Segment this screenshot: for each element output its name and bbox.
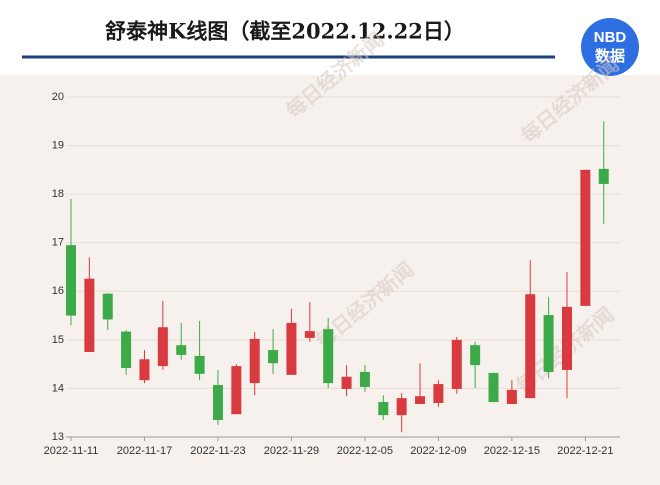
candle-body <box>506 389 517 404</box>
candle-body <box>470 345 481 366</box>
y-tick-label: 19 <box>52 139 64 151</box>
candle-body <box>543 315 554 372</box>
y-tick-label: 15 <box>52 334 64 346</box>
candle-body <box>488 372 499 403</box>
candle-body <box>525 294 536 399</box>
candle-body <box>323 329 334 384</box>
candle-body <box>415 396 426 404</box>
x-tick-label: 2022-11-11 <box>44 445 99 457</box>
x-tick-label: 2022-12-09 <box>410 445 466 457</box>
y-tick-label: 16 <box>52 285 64 297</box>
candle-body <box>598 168 609 184</box>
y-tick-label: 14 <box>52 382 64 394</box>
candle-body <box>451 339 462 389</box>
candle-body <box>561 306 572 370</box>
candle-body <box>66 245 76 316</box>
candle-body <box>194 355 205 374</box>
x-tick-label: 2022-11-23 <box>190 445 245 457</box>
candle-body <box>359 371 370 387</box>
candle-body <box>176 345 187 355</box>
candle-body <box>268 350 279 364</box>
logo-text: NBD <box>594 29 627 46</box>
candle-body <box>157 327 168 367</box>
x-tick-label: 2022-12-05 <box>337 445 393 457</box>
y-tick-label: 17 <box>52 237 64 249</box>
candle-body <box>396 398 407 416</box>
candle-body <box>84 278 95 352</box>
plot-background <box>0 75 660 485</box>
candle-body <box>102 293 113 320</box>
candle-body <box>249 338 260 384</box>
candle-body <box>378 402 389 416</box>
candle-body <box>433 384 444 403</box>
x-tick-label: 2022-12-21 <box>557 445 613 457</box>
candle-body <box>212 385 223 420</box>
chart-title: 舒泰神K线图（截至2022.12.22日） <box>105 19 465 44</box>
candle-body <box>286 322 297 375</box>
logo-text: 数据 <box>595 47 625 65</box>
candle-body <box>341 376 352 389</box>
y-tick-label: 20 <box>52 91 64 103</box>
y-tick-label: 13 <box>52 431 64 443</box>
y-tick-label: 18 <box>52 188 64 200</box>
x-tick-label: 2022-12-15 <box>484 445 540 457</box>
candle-body <box>139 359 150 381</box>
candle-body <box>121 331 132 369</box>
candle-body <box>231 366 242 415</box>
candle-body <box>304 331 315 338</box>
x-tick-label: 2022-11-29 <box>264 445 319 457</box>
candle-body <box>580 169 591 306</box>
x-tick-label: 2022-11-17 <box>117 445 172 457</box>
logo-circle <box>581 18 639 76</box>
